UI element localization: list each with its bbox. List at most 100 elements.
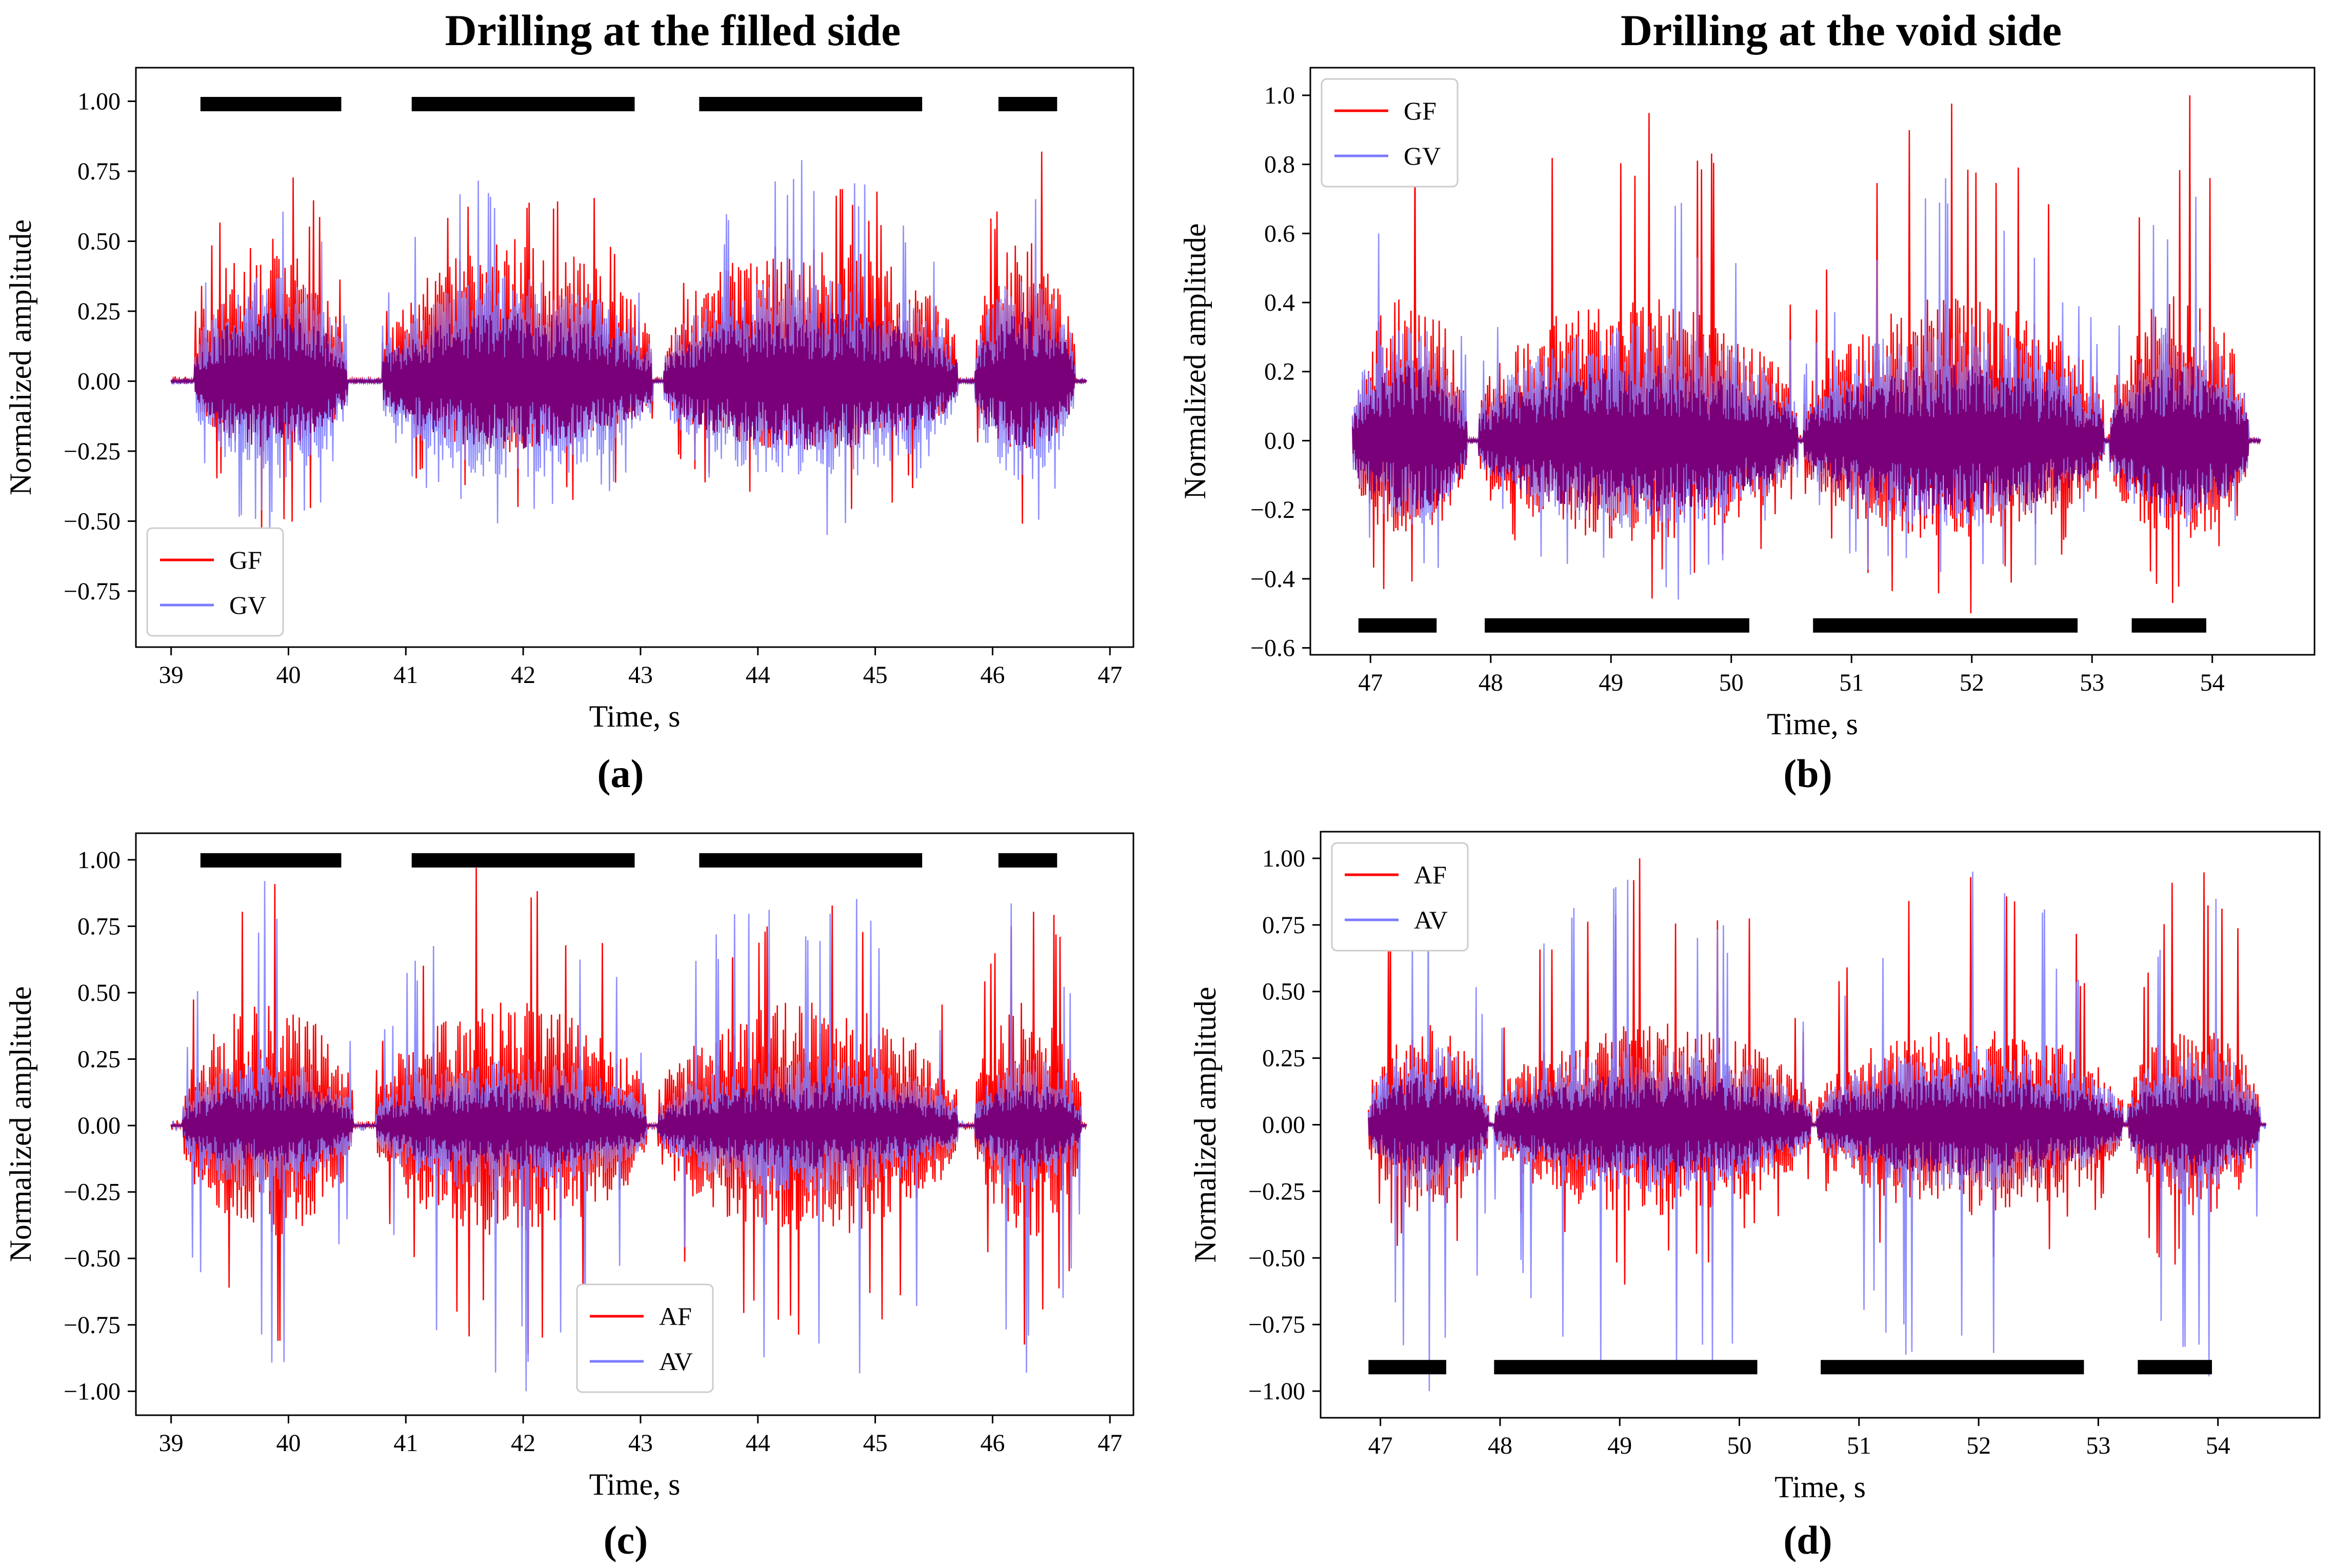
y-tick-label: 0.75 [77,158,121,185]
x-tick-label: 47 [1098,661,1122,689]
y-tick-label: 0.8 [1264,151,1295,178]
panel-label: (a) [597,751,644,796]
series-line-AF [170,868,1087,1354]
chart-panel-c: 39 40 41 42 43 44 45 46 47 −1.00 −0.75 −0.50 −0.25 0.… [4,832,1134,1562]
legend-box [1321,78,1459,188]
x-tick-label: 52 [1960,669,1984,696]
y-tick-label: −0.25 [64,438,121,465]
legend-box [576,1283,714,1393]
y-tick-label: −1.00 [1248,1378,1305,1405]
x-tick-label: 41 [393,661,418,689]
x-tick-label: 45 [863,661,888,689]
x-axis-label: Time, s [1774,1470,1866,1504]
legend: AF AV [1331,842,1469,952]
x-tick-label: 44 [746,661,770,689]
legend-label-GF: GF [229,546,262,574]
y-tick-label: 0.00 [77,1112,121,1139]
legend-box [1331,842,1469,952]
y-tick-label: −0.4 [1250,566,1295,593]
y-tick-label: 0.25 [77,1046,121,1073]
axes-frame [135,67,1134,648]
x-tick-label: 47 [1358,669,1383,696]
x-tick-label: 49 [1607,1432,1632,1459]
series-line-AF [1368,858,2267,1285]
legend-label-GF: GF [1404,96,1437,125]
x-tick-label: 47 [1098,1430,1122,1457]
x-tick-label: 48 [1479,669,1503,696]
y-tick-label: −0.75 [64,578,121,605]
right-column-title: Drilling at the void side [1621,6,2062,55]
x-tick-label: 43 [628,1430,653,1457]
signal-traces-a [170,151,1087,544]
x-tick-label: 51 [1839,669,1864,696]
legend-box [146,527,284,637]
series-overlap-c [170,1081,1087,1170]
x-tick-label: 41 [393,1430,418,1457]
x-tick-label: 45 [863,1430,888,1457]
panel-label: (b) [1783,751,1832,796]
y-tick-label: 0.6 [1264,220,1295,247]
series-overlap-b [1351,365,2261,516]
x-tick-label: 46 [980,661,1005,689]
x-tick-label: 53 [2080,669,2104,696]
panels: 39 40 41 42 43 44 45 46 47 −0.75 −0.50 −0.25 0.00 0.2… [4,67,2321,1562]
y-tick-label: −1.00 [64,1378,121,1405]
y-tick-label: 0.00 [77,368,121,395]
x-axis-label: Time, s [589,1468,681,1501]
y-tick-label: 1.00 [1262,845,1305,872]
panel-label: (d) [1783,1518,1832,1562]
y-axis-label: Normalized amplitude [1178,223,1212,499]
panel-label: (c) [604,1518,648,1562]
legend-label-AV: AV [1414,906,1448,934]
y-tick-label: 1.00 [77,847,121,874]
x-tick-label: 44 [746,1430,770,1457]
x-axis-label: Time, s [1767,707,1858,741]
legend-label-AV: AV [659,1347,693,1376]
y-tick-label: −0.50 [64,508,121,535]
legend: GF GV [1321,78,1459,188]
y-axis-label: Normalized amplitude [4,986,37,1262]
x-tick-label: 39 [159,1430,184,1457]
axes-frame [135,832,1134,1416]
chart-panel-b: 47 48 49 50 51 52 53 54 −0.6 −0.4 −0.2 0.0 0.2 0.4 0.6… [1178,67,2316,796]
x-tick-label: 53 [2086,1432,2110,1459]
x-tick-label: 42 [511,661,535,689]
y-tick-label: 1.00 [77,88,121,115]
y-tick-label: 0.75 [77,913,121,940]
y-tick-label: −0.50 [64,1245,121,1272]
y-tick-label: −0.75 [1248,1311,1305,1338]
y-tick-label: 0.2 [1264,358,1295,386]
y-tick-label: 0.0 [1264,427,1295,454]
y-tick-label: 0.75 [1262,912,1305,939]
y-tick-label: −0.25 [64,1179,121,1206]
signal-traces-b [1351,95,2261,614]
x-tick-label: 54 [2200,669,2225,696]
y-tick-label: −0.75 [64,1312,121,1339]
x-axis-label: Time, s [589,699,681,733]
y-tick-label: 0.25 [77,298,121,325]
y-axis-label: Normalized amplitude [4,219,37,495]
series-overlap-d [1368,1074,2267,1176]
y-tick-label: −0.6 [1250,635,1295,662]
y-tick-label: 0.50 [77,979,121,1007]
x-tick-label: 42 [511,1430,535,1457]
x-tick-label: 54 [2206,1432,2230,1459]
y-tick-label: 0.25 [1262,1045,1305,1072]
y-tick-label: 0.50 [1262,978,1305,1006]
y-tick-label: 0.50 [77,228,121,255]
axes-frame [1309,67,2316,656]
x-tick-label: 40 [276,1430,301,1457]
x-tick-label: 47 [1368,1432,1393,1459]
series-line-GV [170,160,1087,544]
signal-traces-d [1368,858,2267,1392]
legend-label-AF: AF [1414,860,1447,889]
chart-panel-d: 47 48 49 50 51 52 53 54 −1.00 −0.75 −0.50 −0.25 0.00… [1188,831,2321,1562]
y-axis-label: Normalized amplitude [1188,987,1222,1262]
signal-traces-c [170,868,1087,1392]
x-tick-label: 49 [1599,669,1623,696]
x-tick-label: 50 [1727,1432,1752,1459]
legend: GF GV [146,527,284,637]
y-tick-label: −0.2 [1250,496,1295,524]
x-tick-label: 48 [1488,1432,1512,1459]
